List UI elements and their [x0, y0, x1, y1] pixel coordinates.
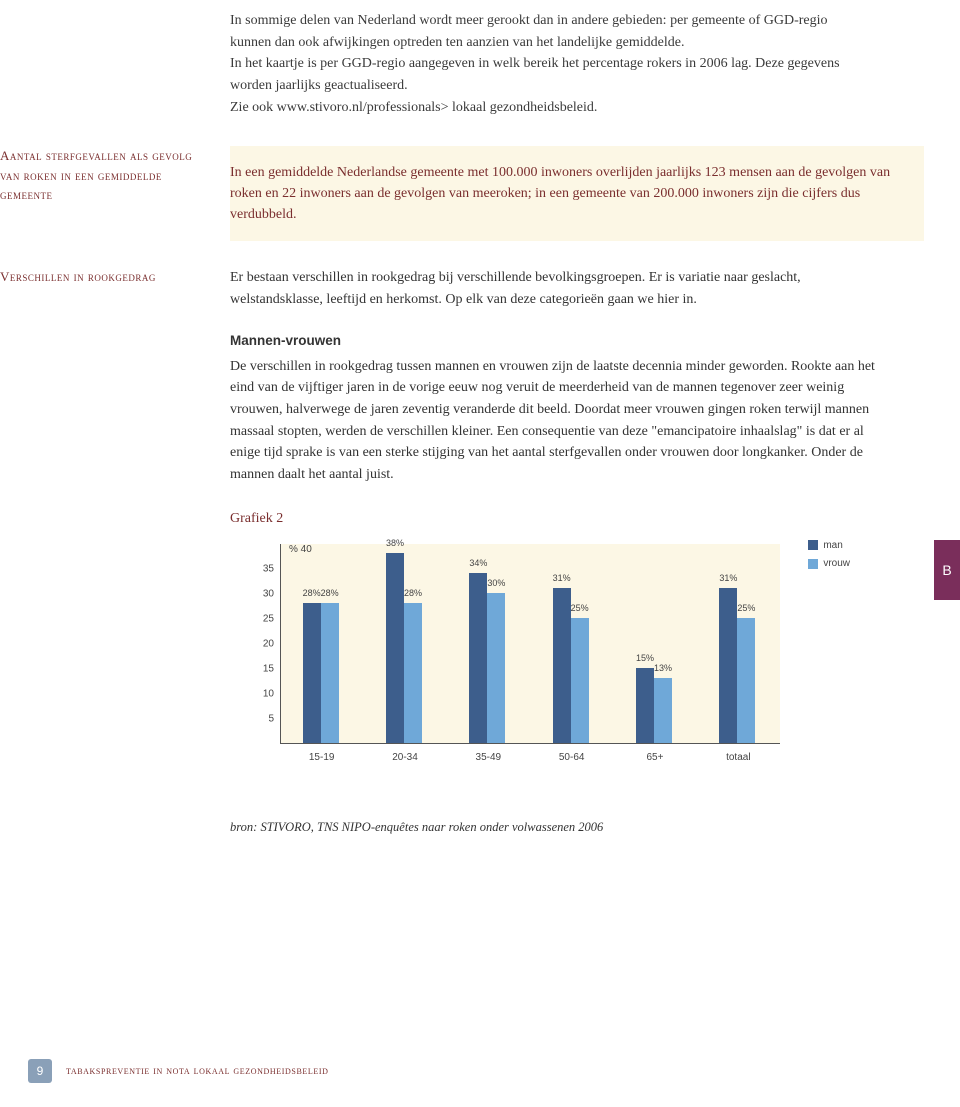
x-axis-label: totaal — [697, 750, 780, 766]
y-tick: 15 — [263, 661, 274, 677]
chart-title: Grafiek 2 — [230, 508, 890, 530]
footer-title: tabakspreventie in nota lokaal gezondhei… — [66, 1065, 329, 1077]
y-tick: 10 — [263, 686, 274, 702]
intro-p2: In het kaartje is per GGD-regio aangegev… — [230, 56, 840, 93]
bar-vrouw — [404, 603, 422, 743]
bar-value-label: 31% — [716, 572, 740, 586]
x-axis-label: 50-64 — [530, 750, 613, 766]
x-axis-label: 65+ — [613, 750, 696, 766]
subheading-mannen-vrouwen: Mannen-vrouwen — [230, 331, 890, 352]
y-tick: 30 — [263, 586, 274, 602]
legend: man vrouw — [808, 538, 850, 575]
bar-man — [636, 668, 654, 743]
bar-value-label: 31% — [550, 572, 574, 586]
plot-area: % 40 28%28%38%28%34%30%31%25%15%13%31%25… — [280, 544, 780, 744]
intro-p1: In sommige delen van Nederland wordt mee… — [230, 13, 828, 50]
intro-p3: Zie ook www.stivoro.nl/professionals> lo… — [230, 100, 597, 115]
bar-value-label: 28% — [401, 587, 425, 601]
right-tab-b: B — [934, 540, 960, 600]
bar-value-label: 38% — [383, 537, 407, 551]
y-tick: 20 — [263, 636, 274, 652]
page-number: 9 — [28, 1059, 52, 1083]
chart-source: bron: STIVORO, TNS NIPO-enquêtes naar ro… — [230, 820, 920, 835]
footer: 9 tabakspreventie in nota lokaal gezondh… — [28, 1059, 329, 1083]
intro-block: In sommige delen van Nederland wordt mee… — [230, 10, 850, 118]
bar-man — [303, 603, 321, 743]
bar-value-label: 25% — [568, 602, 592, 616]
swatch-vrouw — [808, 559, 818, 569]
body-p2: De verschillen in rookgedrag tussen mann… — [230, 359, 875, 482]
x-axis-label: 20-34 — [363, 750, 446, 766]
chart-grafiek-2: 3530252015105 % 40 28%28%38%28%34%30%31%… — [240, 544, 800, 794]
legend-vrouw-label: vrouw — [823, 556, 850, 572]
bar-vrouw — [571, 618, 589, 743]
bar-man — [386, 553, 404, 743]
y-axis: 35 30 25 20 15 10 5 — [240, 544, 280, 744]
y-tick: 35 — [263, 561, 274, 577]
legend-man: man — [808, 538, 850, 554]
page: In sommige delen van Nederland wordt mee… — [0, 10, 960, 1107]
bar-value-label: 34% — [466, 557, 490, 571]
y-unit-label: % 40 — [289, 542, 312, 558]
x-axis-label: 35-49 — [447, 750, 530, 766]
bar-vrouw — [487, 593, 505, 743]
legend-vrouw: vrouw — [808, 556, 850, 572]
x-axis-label: 15-19 — [280, 750, 363, 766]
section-verschillen: Verschillen in rookgedrag Er bestaan ver… — [0, 267, 920, 793]
bar-value-label: 25% — [734, 602, 758, 616]
bar-man — [469, 573, 487, 743]
body-text: Er bestaan verschillen in rookgedrag bij… — [230, 267, 920, 793]
bar-vrouw — [737, 618, 755, 743]
bar-value-label: 28% — [318, 587, 342, 601]
bar-value-label: 13% — [651, 662, 675, 676]
bar-vrouw — [321, 603, 339, 743]
side-label-verschillen: Verschillen in rookgedrag — [0, 267, 230, 793]
side-label-sterfgevallen: Aantal sterfgevallen als gevolg van roke… — [0, 146, 230, 241]
highlight-box: In een gemiddelde Nederlandse gemeente m… — [230, 146, 924, 241]
bar-value-label: 30% — [484, 577, 508, 591]
body-p1: Er bestaan verschillen in rookgedrag bij… — [230, 270, 801, 307]
y-tick: 25 — [263, 611, 274, 627]
swatch-man — [808, 540, 818, 550]
section-sterfgevallen: Aantal sterfgevallen als gevolg van roke… — [0, 146, 920, 241]
bar-vrouw — [654, 678, 672, 743]
y-tick: 5 — [268, 711, 274, 727]
legend-man-label: man — [823, 538, 842, 554]
